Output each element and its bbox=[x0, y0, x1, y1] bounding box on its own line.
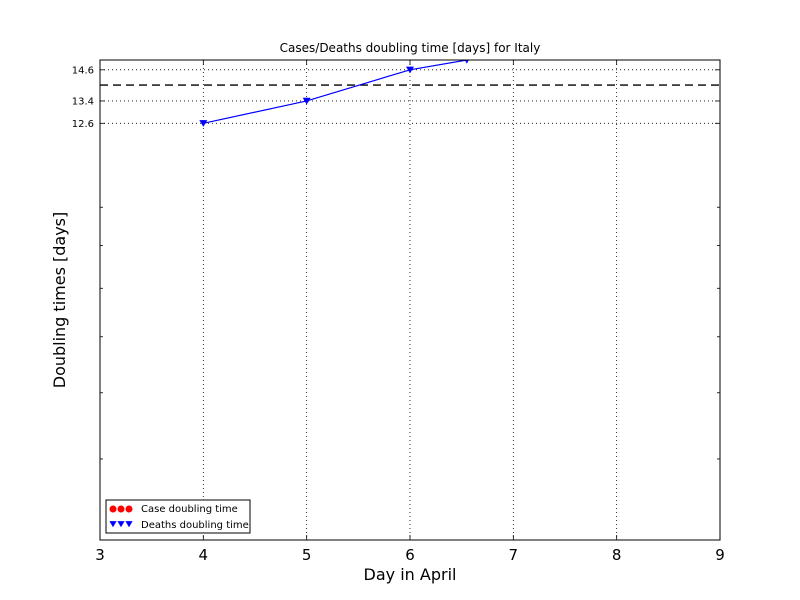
legend-label-cases: Case doubling time bbox=[141, 504, 238, 515]
chart-title: Cases/Deaths doubling time [days] for It… bbox=[280, 41, 541, 55]
legend-box bbox=[105, 499, 251, 534]
x-tick-label: 6 bbox=[405, 546, 415, 564]
legend-label-deaths: Deaths doubling time bbox=[141, 520, 249, 531]
legend-marker-deaths bbox=[117, 521, 125, 528]
legend-marker-cases bbox=[117, 505, 125, 513]
x-tick-label: 4 bbox=[199, 546, 209, 564]
data-point-deaths bbox=[302, 97, 311, 105]
legend-markers bbox=[109, 505, 133, 528]
x-tick-label: 8 bbox=[612, 546, 622, 564]
legend-marker-deaths bbox=[125, 521, 133, 528]
x-axis-label: Day in April bbox=[364, 565, 457, 584]
y-axis-ticks: 12.6 13.4 14.6 bbox=[72, 65, 720, 460]
legend: Case doubling time Deaths doubling time bbox=[105, 499, 251, 534]
x-tick-label: 3 bbox=[95, 546, 105, 564]
y-tick-label: 13.4 bbox=[72, 96, 94, 107]
data-point-deaths bbox=[464, 60, 469, 64]
legend-marker-cases bbox=[125, 505, 133, 513]
series-group bbox=[199, 60, 469, 127]
x-tick-label: 7 bbox=[509, 546, 519, 564]
x-axis-ticks: 3 4 5 6 7 8 9 bbox=[95, 60, 725, 564]
data-point-deaths bbox=[199, 120, 208, 127]
x-tick-label: 5 bbox=[302, 546, 312, 564]
legend-marker-deaths bbox=[109, 521, 117, 528]
y-tick-label: 12.6 bbox=[72, 119, 94, 130]
legend-marker-cases bbox=[109, 505, 117, 513]
y-axis-label: Doubling times [days] bbox=[50, 212, 69, 389]
series-line-deaths bbox=[203, 60, 467, 124]
grid-lines bbox=[100, 60, 720, 540]
data-point-deaths bbox=[406, 66, 414, 74]
y-tick-label: 14.6 bbox=[72, 65, 94, 76]
x-tick-label: 9 bbox=[715, 546, 725, 564]
